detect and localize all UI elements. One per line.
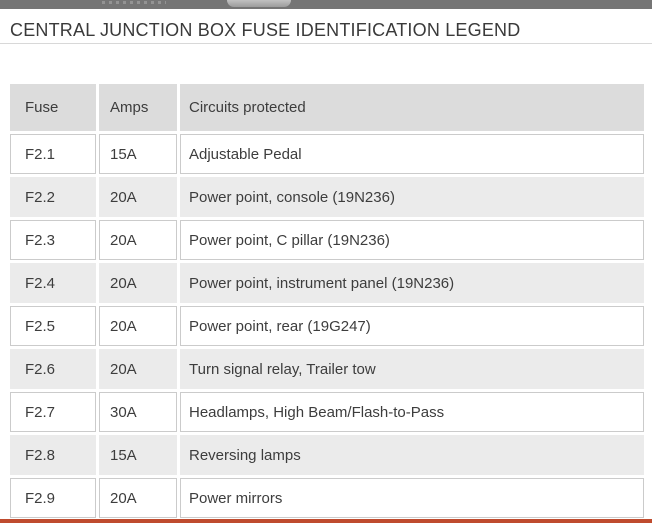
- page-title: CENTRAL JUNCTION BOX FUSE IDENTIFICATION…: [10, 20, 521, 40]
- fuse-table-body: F2.1 15A Adjustable Pedal F2.2 20A Power…: [10, 134, 644, 518]
- fuse-id-cell: F2.7: [10, 392, 96, 432]
- table-row: F2.5 20A Power point, rear (19G247): [10, 306, 644, 346]
- table-row: F2.8 15A Reversing lamps: [10, 435, 644, 475]
- cutoff-text-remnant: [102, 1, 166, 4]
- fuse-id-cell: F2.5: [10, 306, 96, 346]
- table-row: F2.1 15A Adjustable Pedal: [10, 134, 644, 174]
- amps-cell: 20A: [99, 349, 177, 389]
- header-row: Fuse Amps Circuits protected: [10, 84, 644, 131]
- circuit-cell: Power mirrors: [180, 478, 644, 518]
- table-row: F2.4 20A Power point, instrument panel (…: [10, 263, 644, 303]
- amps-cell: 20A: [99, 177, 177, 217]
- circuit-cell: Power point, console (19N236): [180, 177, 644, 217]
- circuit-cell: Power point, rear (19G247): [180, 306, 644, 346]
- bottom-accent-bar: [0, 519, 652, 523]
- amps-cell: 15A: [99, 435, 177, 475]
- header-fuse: Fuse: [10, 84, 96, 131]
- table-row: F2.3 20A Power point, C pillar (19N236): [10, 220, 644, 260]
- amps-cell: 30A: [99, 392, 177, 432]
- table-row: F2.2 20A Power point, console (19N236): [10, 177, 644, 217]
- amps-cell: 20A: [99, 220, 177, 260]
- cutoff-tab-pill: [227, 0, 291, 7]
- circuit-cell: Power point, C pillar (19N236): [180, 220, 644, 260]
- fuse-id-cell: F2.6: [10, 349, 96, 389]
- amps-cell: 15A: [99, 134, 177, 174]
- table-row: F2.7 30A Headlamps, High Beam/Flash-to-P…: [10, 392, 644, 432]
- circuit-cell: Adjustable Pedal: [180, 134, 644, 174]
- circuit-cell: Power point, instrument panel (19N236): [180, 263, 644, 303]
- fuse-table-header: Fuse Amps Circuits protected: [10, 84, 644, 131]
- title-divider: [0, 43, 652, 44]
- circuit-cell: Reversing lamps: [180, 435, 644, 475]
- fuse-id-cell: F2.8: [10, 435, 96, 475]
- fuse-id-cell: F2.4: [10, 263, 96, 303]
- fuse-legend-table: Fuse Amps Circuits protected F2.1 15A Ad…: [7, 81, 647, 521]
- circuit-cell: Headlamps, High Beam/Flash-to-Pass: [180, 392, 644, 432]
- fuse-id-cell: F2.9: [10, 478, 96, 518]
- amps-cell: 20A: [99, 306, 177, 346]
- fuse-id-cell: F2.1: [10, 134, 96, 174]
- header-circuits: Circuits protected: [180, 84, 644, 131]
- circuit-cell: Turn signal relay, Trailer tow: [180, 349, 644, 389]
- header-amps: Amps: [99, 84, 177, 131]
- fuse-id-cell: F2.3: [10, 220, 96, 260]
- cropped-top-bar: [0, 0, 652, 9]
- amps-cell: 20A: [99, 478, 177, 518]
- amps-cell: 20A: [99, 263, 177, 303]
- fuse-id-cell: F2.2: [10, 177, 96, 217]
- table-row: F2.6 20A Turn signal relay, Trailer tow: [10, 349, 644, 389]
- table-row: F2.9 20A Power mirrors: [10, 478, 644, 518]
